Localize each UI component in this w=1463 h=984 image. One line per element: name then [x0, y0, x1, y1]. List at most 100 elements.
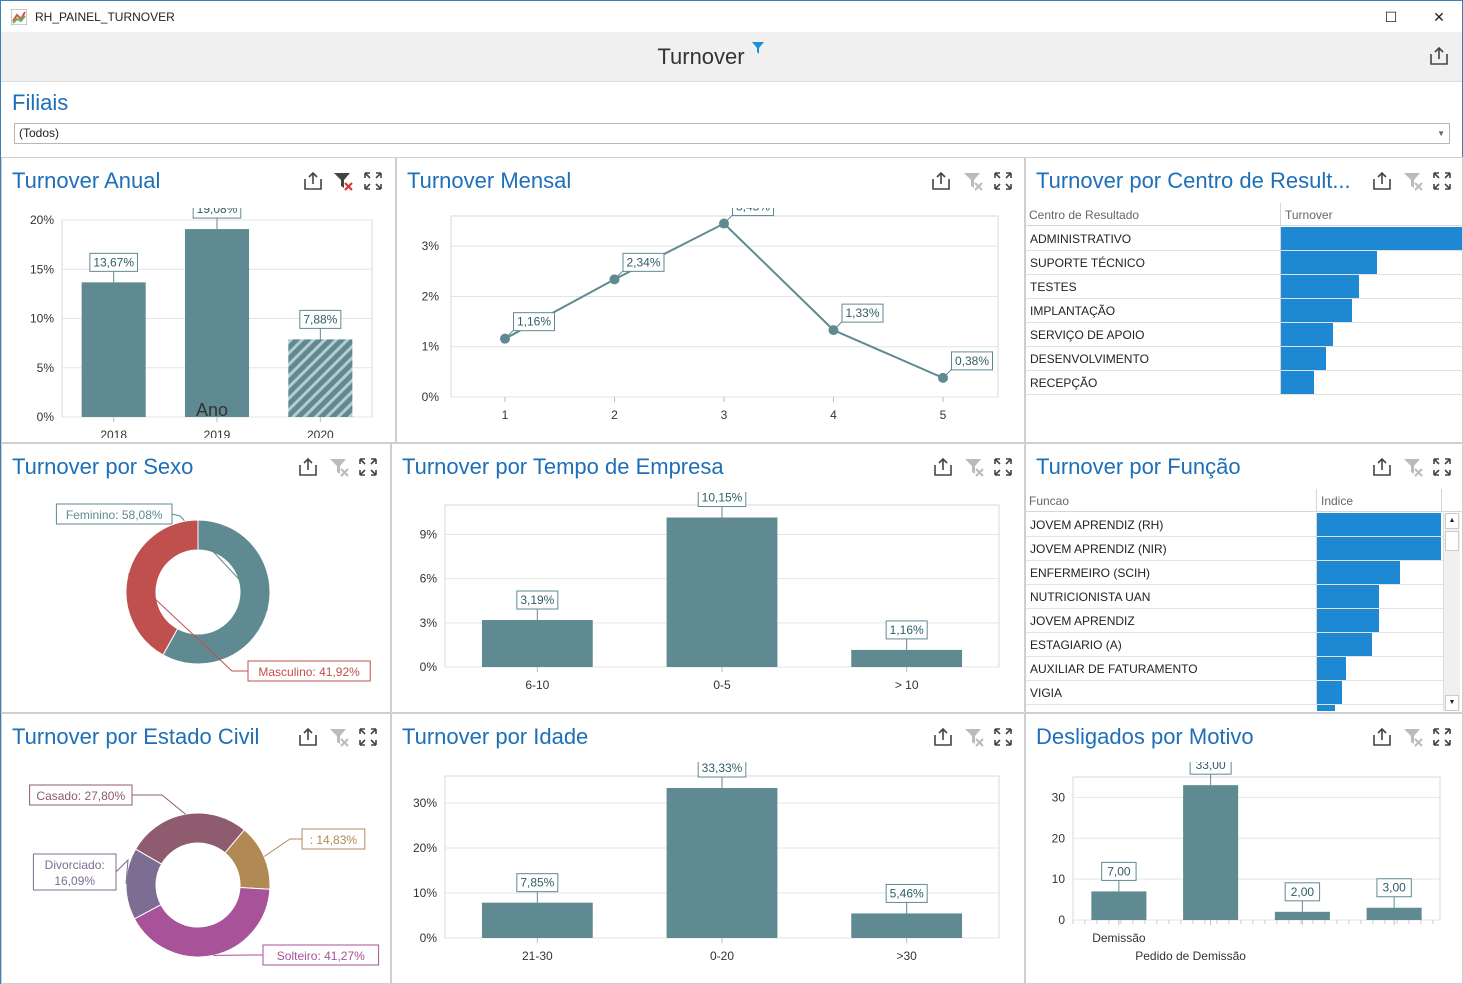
- data-label-box: [841, 303, 884, 323]
- grid-cell-label: VIGIA: [1030, 686, 1063, 700]
- close-button[interactable]: ✕: [1433, 9, 1445, 25]
- grid-row[interactable]: SUPORTE TÉCNICO: [1026, 251, 1462, 275]
- data-label: Divorciado:: [45, 858, 105, 872]
- panel-turnover-mensal: Turnover Mensal 0% 1% 2% 3% 1,16% 1 2,34% 2 3,45…: [396, 157, 1025, 443]
- grid-cell-label: IMPLANTAÇÃO: [1030, 304, 1116, 318]
- data-label: Feminino: 58,08%: [66, 508, 163, 522]
- y-tick-label: 6%: [420, 572, 438, 586]
- clear-filter-icon[interactable]: [328, 456, 350, 478]
- clear-filter-icon[interactable]: [1402, 170, 1424, 192]
- vertical-scrollbar[interactable]: ▲ ▼: [1443, 513, 1460, 711]
- clear-filter-icon[interactable]: [1402, 456, 1424, 478]
- grid-row[interactable]: IMPLANTAÇÃO: [1026, 299, 1462, 323]
- grid-row[interactable]: JOVEM APRENDIZ (RH): [1026, 513, 1443, 537]
- data-label-box: [1376, 878, 1412, 898]
- x-tick-label: Pedido de Demissão: [1135, 949, 1246, 963]
- clear-filter-icon[interactable]: [963, 456, 985, 478]
- x-tick-label: 2019: [204, 428, 231, 438]
- export-icon[interactable]: [1428, 45, 1450, 72]
- bar: [666, 517, 778, 667]
- plot-area: [450, 215, 999, 398]
- panel-toolbar: [1371, 170, 1461, 192]
- column-header-centro[interactable]: Centro de Resultado: [1029, 208, 1140, 222]
- x-tick-label: 1: [502, 408, 509, 422]
- grid-row[interactable]: ESTAGIARIO (A): [1026, 633, 1443, 657]
- maximize-panel-icon[interactable]: [357, 726, 379, 748]
- clear-filter-icon[interactable]: [963, 726, 985, 748]
- maximize-panel-icon[interactable]: [992, 456, 1014, 478]
- grid-row[interactable]: RECEPÇÃO: [1026, 371, 1462, 395]
- scroll-thumb[interactable]: [1445, 531, 1459, 551]
- y-tick-label: 30: [1052, 790, 1066, 804]
- export-icon[interactable]: [1371, 170, 1393, 192]
- x-tick-label: 0-5: [713, 678, 731, 692]
- panel-turnover-idade: Turnover por Idade 0% 10% 20% 30% 7,85% 21-30…: [391, 713, 1025, 984]
- data-label-box: [192, 208, 242, 219]
- maximize-button[interactable]: ☐: [1384, 9, 1398, 25]
- clear-filter-icon[interactable]: [328, 726, 350, 748]
- export-icon[interactable]: [297, 456, 319, 478]
- pie-slice: [133, 886, 271, 958]
- bar: [1183, 785, 1239, 920]
- maximize-panel-icon[interactable]: [1431, 456, 1453, 478]
- column-header-funcao[interactable]: Funcao: [1029, 494, 1070, 508]
- maximize-panel-icon[interactable]: [992, 170, 1014, 192]
- grid-cell-bar: [1281, 251, 1377, 274]
- data-label-box: [89, 252, 138, 272]
- grid-row[interactable]: TESTES: [1026, 275, 1462, 299]
- grid-cell-label: ADMINISTRATIVO: [1030, 232, 1132, 246]
- export-icon[interactable]: [302, 170, 324, 192]
- data-label-box: [885, 883, 928, 903]
- grid-row[interactable]: DESENVOLVIMENTO: [1026, 347, 1462, 371]
- scroll-down-icon[interactable]: ▼: [1445, 695, 1459, 711]
- grid-row[interactable]: SERVIÇO DE APOIO: [1026, 323, 1462, 347]
- y-tick-label: 3%: [422, 239, 440, 253]
- grid-row[interactable]: JOVEM APRENDIZ: [1026, 609, 1443, 633]
- chart-turnover-mensal: 0% 1% 2% 3% 1,16% 1 2,34% 2 3,45% 3 1,33% 4 0,38% 5: [422, 208, 999, 422]
- export-icon[interactable]: [1371, 456, 1393, 478]
- maximize-panel-icon[interactable]: [362, 170, 384, 192]
- data-label-box: [1101, 861, 1137, 881]
- grid-row[interactable]: NUTRICIONISTA UAN: [1026, 585, 1443, 609]
- maximize-panel-icon[interactable]: [1431, 170, 1453, 192]
- column-header-indice[interactable]: Indice: [1321, 494, 1354, 508]
- data-label: 5,46%: [890, 886, 924, 900]
- maximize-panel-icon[interactable]: [1431, 726, 1453, 748]
- export-icon[interactable]: [1371, 726, 1393, 748]
- filter-indicator-icon[interactable]: [751, 41, 765, 60]
- y-tick-label: 9%: [420, 527, 438, 541]
- grid-cell-label: AUXILIAR DE FATURAMENTO: [1030, 662, 1198, 676]
- y-tick-label: 3%: [420, 616, 438, 630]
- data-label: 1,33%: [845, 306, 879, 320]
- panel-desligados-motivo: Desligados por Motivo 0 10 20 30 7,00 33,00 2,…: [1025, 713, 1463, 984]
- grid-cell-bar: [1281, 299, 1352, 322]
- data-label: 10,15%: [702, 492, 743, 505]
- export-icon[interactable]: [297, 726, 319, 748]
- grid-row[interactable]: JOVEM APRENDIZ (NIR): [1026, 537, 1443, 561]
- panel-title: Turnover por Tempo de Empresa: [402, 454, 724, 479]
- clear-filter-icon[interactable]: [332, 170, 354, 192]
- grid-row[interactable]: VIGIA: [1026, 681, 1443, 705]
- data-label-box: [513, 312, 555, 332]
- data-label-box: [951, 351, 993, 371]
- column-header-turnover[interactable]: Turnover: [1285, 208, 1333, 222]
- filiais-combobox[interactable]: (Todos) ▼: [14, 123, 1450, 144]
- chevron-down-icon[interactable]: ▼: [1437, 129, 1445, 138]
- grid-cell-label: SUPORTE TÉCNICO: [1030, 256, 1145, 270]
- grid-row[interactable]: ENFERMEIRO (SCIH): [1026, 561, 1443, 585]
- export-icon[interactable]: [932, 456, 954, 478]
- grid-cell-bar: [1281, 227, 1462, 250]
- clear-filter-icon[interactable]: [962, 170, 984, 192]
- export-icon[interactable]: [930, 170, 952, 192]
- grid-row[interactable]: AUXILIAR DE FATURAMENTO: [1026, 657, 1443, 681]
- maximize-panel-icon[interactable]: [992, 726, 1014, 748]
- grid-row[interactable]: ADMINISTRATIVO: [1026, 227, 1462, 251]
- grid-cell-bar: [1317, 657, 1346, 680]
- clear-filter-icon[interactable]: [1402, 726, 1424, 748]
- scroll-up-icon[interactable]: ▲: [1445, 513, 1459, 529]
- maximize-panel-icon[interactable]: [357, 456, 379, 478]
- chart-turnover-anual: 0% 5% 10% 15% 20% 13,67% 2018 19,08% 2019 7,88% 20…: [30, 208, 373, 438]
- export-icon[interactable]: [932, 726, 954, 748]
- y-tick-label: 0%: [420, 931, 438, 945]
- chart-turnover-tempo: 0% 3% 6% 9% 3,19% 6-10 10,15% 0-5 1,16% > 10: [420, 492, 1000, 692]
